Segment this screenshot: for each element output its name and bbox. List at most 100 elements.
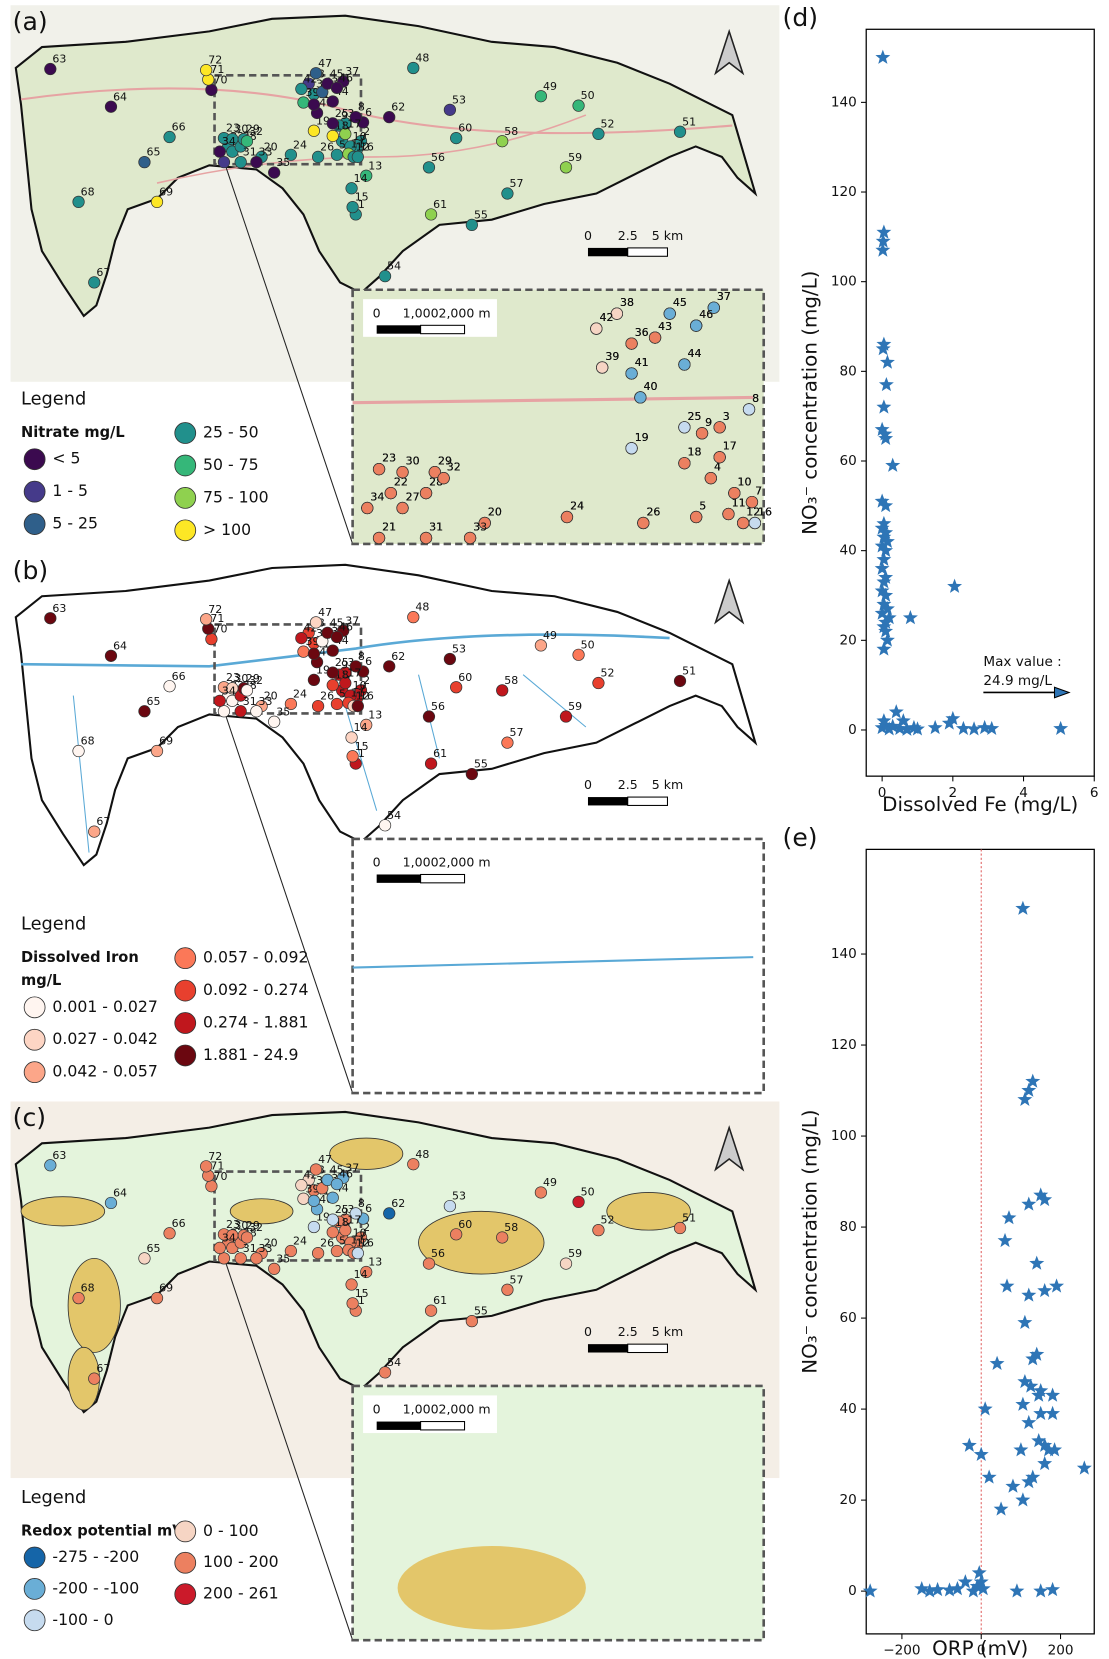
station-label: 30 xyxy=(234,123,248,136)
legend-swatch xyxy=(175,520,196,541)
station-label: 66 xyxy=(172,121,186,134)
legend-swatch xyxy=(24,481,45,502)
station-label: 32 xyxy=(249,1221,263,1234)
station-label: 8 xyxy=(358,101,365,114)
station-label: 30 xyxy=(406,455,420,468)
station-label: 54 xyxy=(387,809,401,822)
y-tick-label: 140 xyxy=(831,946,857,962)
station-label: 34 xyxy=(222,1231,236,1244)
inset-sample-point xyxy=(737,517,749,529)
legend-swatch xyxy=(24,1029,45,1050)
station-label: 15 xyxy=(355,1287,369,1300)
legend-label: 1.881 - 24.9 xyxy=(203,1045,298,1064)
station-label: 53 xyxy=(452,93,466,106)
station-label: 40 xyxy=(644,380,658,393)
station-label: 13 xyxy=(368,159,382,172)
inset-sample-point xyxy=(373,532,385,544)
legend-swatch xyxy=(175,1584,196,1605)
inset-sample-point xyxy=(362,502,374,514)
geology-unit xyxy=(419,1211,545,1274)
data-point xyxy=(1009,1583,1024,1597)
station-label: 42 xyxy=(599,311,613,324)
legend-swatch xyxy=(175,980,196,1001)
station-label: 6 xyxy=(365,1202,372,1215)
legend-label: 1 - 5 xyxy=(52,481,88,500)
data-point xyxy=(875,242,890,256)
data-point xyxy=(947,579,962,593)
station-label: 63 xyxy=(52,1149,66,1162)
station-label: 56 xyxy=(431,1247,445,1260)
station-label: 66 xyxy=(172,1217,186,1230)
station-label: 47 xyxy=(318,1153,332,1166)
station-label: 66 xyxy=(172,670,186,683)
station-label: 41 xyxy=(635,356,649,369)
station-label: 46 xyxy=(339,1168,353,1181)
scale-bar xyxy=(377,874,421,882)
scale-bar xyxy=(588,797,628,805)
y-tick-label: 40 xyxy=(840,1401,857,1417)
inset-sample-point xyxy=(743,404,755,416)
scale-bar xyxy=(377,1422,421,1430)
inset-sample-point xyxy=(397,502,409,514)
station-label: 49 xyxy=(543,629,557,642)
inset-sample-point xyxy=(714,422,726,434)
panel-label: (b) xyxy=(13,556,49,585)
scale-label: 0 xyxy=(584,777,592,792)
station-label: 43 xyxy=(658,320,672,333)
station-label: 31 xyxy=(429,520,443,533)
legend-swatch xyxy=(24,449,45,470)
inset-sample-point xyxy=(696,428,708,440)
data-point xyxy=(1013,1442,1028,1456)
station-label: 8 xyxy=(358,650,365,663)
scale-label: 5 km xyxy=(652,228,683,243)
y-axis-label: NO₃⁻ concentration (mg/L) xyxy=(798,1109,821,1373)
scale-label: 2,000 m xyxy=(438,305,490,320)
station-label: 3 xyxy=(723,410,730,423)
station-label: 35 xyxy=(276,1252,290,1265)
inset-sample-point xyxy=(679,422,691,434)
geology-unit xyxy=(68,1258,120,1352)
legend-swatch xyxy=(175,1013,196,1034)
x-tick-label: −200 xyxy=(883,1643,920,1659)
legend-label: 200 - 261 xyxy=(203,1584,279,1603)
scale-bar xyxy=(421,874,465,882)
station-label: 67 xyxy=(96,815,110,828)
inset-sample-point xyxy=(714,451,726,463)
station-label: 46 xyxy=(699,308,713,321)
station-label: 53 xyxy=(452,1190,466,1203)
station-label: 20 xyxy=(488,506,502,519)
inset-sample-point xyxy=(373,463,385,475)
inset-sample-point xyxy=(561,511,573,523)
legend-swatch xyxy=(24,1610,45,1631)
legend-label: 5 - 25 xyxy=(52,514,98,533)
data-point xyxy=(1015,1492,1030,1506)
legend-swatch xyxy=(175,1552,196,1573)
legend-title: Legend xyxy=(21,914,86,935)
legend-label: 0.092 - 0.274 xyxy=(203,980,308,999)
legend-swatch xyxy=(24,1578,45,1599)
inset-sample-point xyxy=(723,508,735,520)
scale-label: 0 xyxy=(373,854,381,869)
station-label: 9 xyxy=(705,416,712,429)
scale-label: 2,000 m xyxy=(438,1402,490,1417)
station-label: 60 xyxy=(458,671,472,684)
station-label: 25 xyxy=(335,107,349,120)
data-point xyxy=(1045,1388,1060,1402)
station-label: 17 xyxy=(347,1214,361,1227)
station-label: 54 xyxy=(387,1356,401,1369)
station-label: 51 xyxy=(682,115,696,128)
station-label: 46 xyxy=(339,71,353,84)
station-label: 58 xyxy=(504,1221,518,1234)
station-label: 24 xyxy=(293,1235,307,1248)
figure: (a)02.55 km01,0002,000 m1233445567788991… xyxy=(0,0,1109,1659)
station-label: 47 xyxy=(318,606,332,619)
legend-title: Legend xyxy=(21,389,86,410)
y-tick-label: 0 xyxy=(848,1583,857,1599)
inset-sample-point xyxy=(385,487,397,499)
legend-subtitle: Redox potential mV xyxy=(21,1522,184,1539)
data-point xyxy=(1002,1210,1017,1224)
inset-sample-point xyxy=(664,308,676,320)
station-label: 52 xyxy=(601,117,615,130)
y-tick-label: 80 xyxy=(840,363,857,379)
station-label: 64 xyxy=(113,639,127,652)
